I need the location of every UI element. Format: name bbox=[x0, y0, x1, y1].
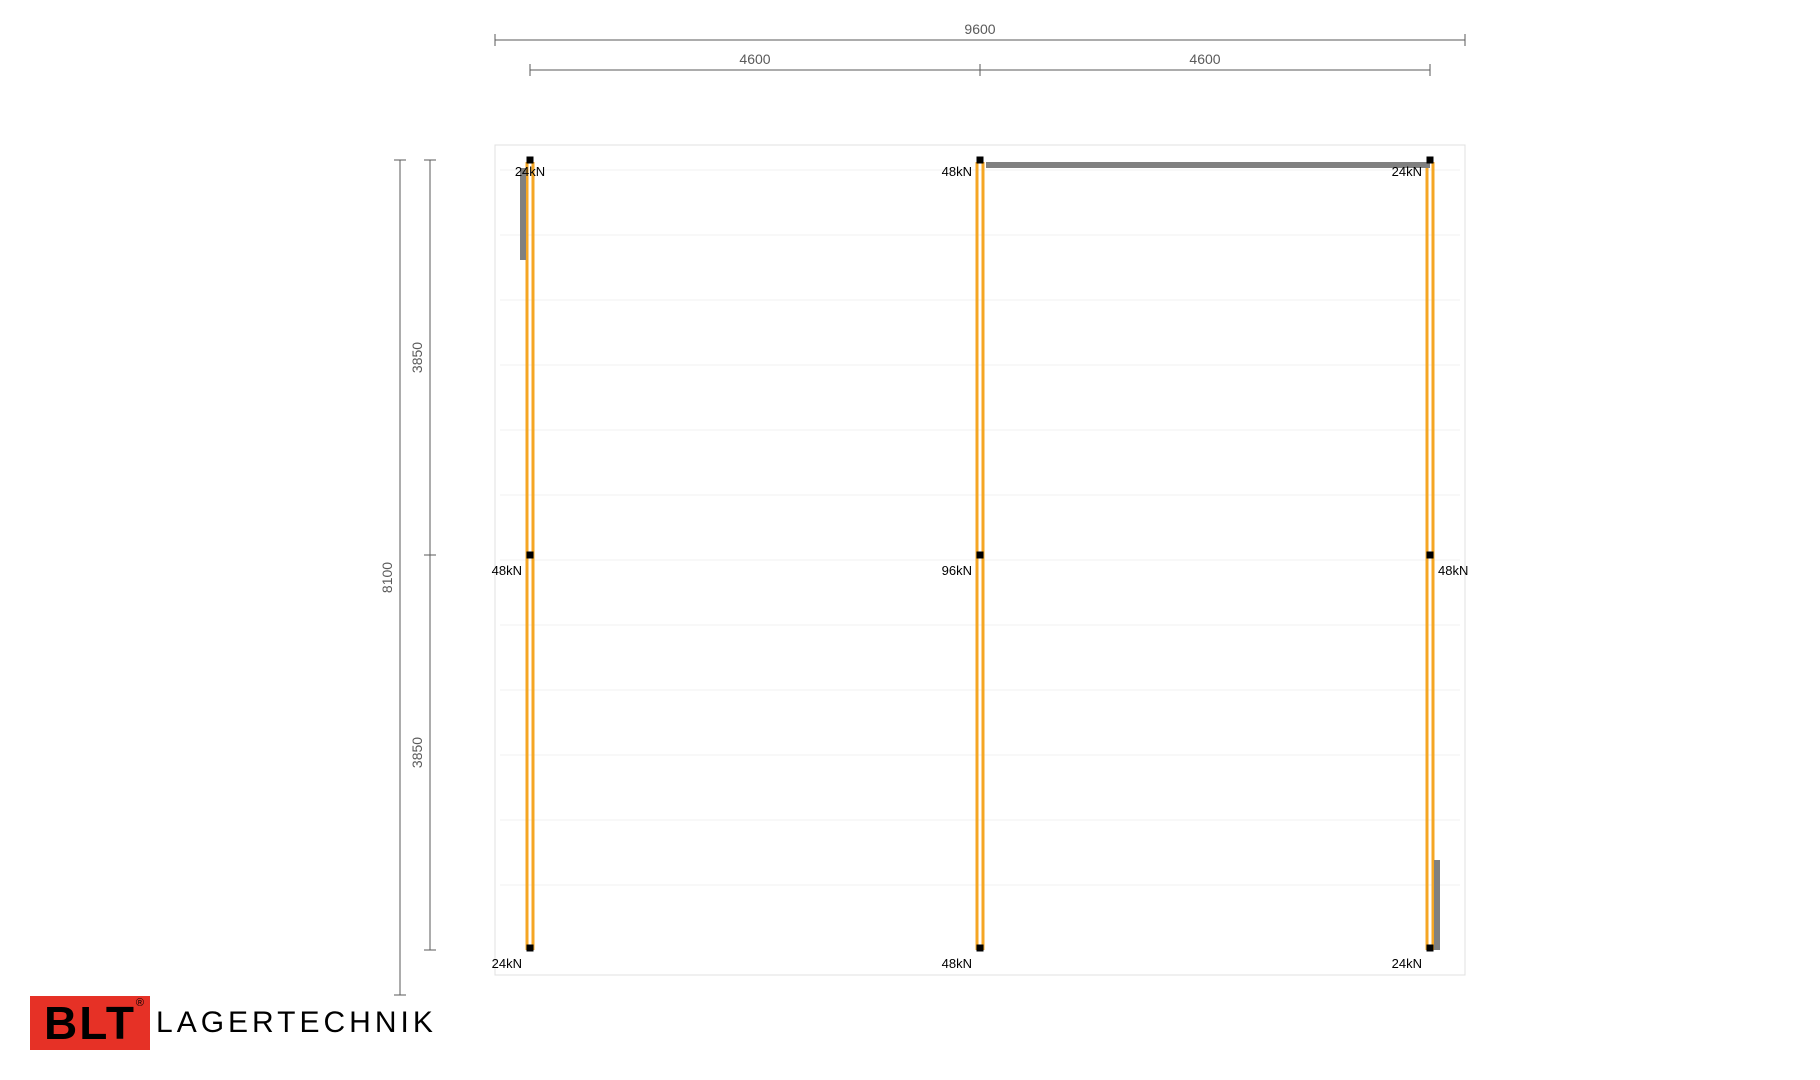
dim-left-seg-1-label: 3850 bbox=[409, 737, 425, 768]
load-label: 24kN bbox=[1392, 956, 1422, 971]
support-node bbox=[977, 157, 984, 164]
logo-badge: BLT ® bbox=[30, 996, 150, 1050]
logo-badge-text: BLT bbox=[44, 997, 136, 1049]
support-node bbox=[977, 552, 984, 559]
dim-left-seg-0-label: 3850 bbox=[409, 342, 425, 373]
logo-registered: ® bbox=[136, 998, 146, 1009]
support-node bbox=[1427, 945, 1434, 952]
logo-tail-text: LAGERTECHNIK bbox=[156, 1006, 437, 1040]
support-node bbox=[977, 945, 984, 952]
load-label: 48kN bbox=[492, 563, 522, 578]
dim-top-seg-1-label: 4600 bbox=[1189, 51, 1220, 67]
load-label: 24kN bbox=[492, 956, 522, 971]
support-node bbox=[527, 552, 534, 559]
load-label: 48kN bbox=[942, 956, 972, 971]
support-node bbox=[527, 945, 534, 952]
load-label: 96kN bbox=[942, 563, 972, 578]
load-label: 24kN bbox=[515, 164, 545, 179]
support-node bbox=[1427, 157, 1434, 164]
support-node bbox=[1427, 552, 1434, 559]
dim-top-overall-label: 9600 bbox=[964, 21, 995, 37]
dim-top-seg-0-label: 4600 bbox=[739, 51, 770, 67]
load-label: 48kN bbox=[942, 164, 972, 179]
support-node bbox=[527, 157, 534, 164]
brand-logo: BLT ® LAGERTECHNIK bbox=[30, 996, 437, 1050]
load-label: 48kN bbox=[1438, 563, 1468, 578]
dim-left-overall-label: 8100 bbox=[379, 562, 395, 593]
load-label: 24kN bbox=[1392, 164, 1422, 179]
